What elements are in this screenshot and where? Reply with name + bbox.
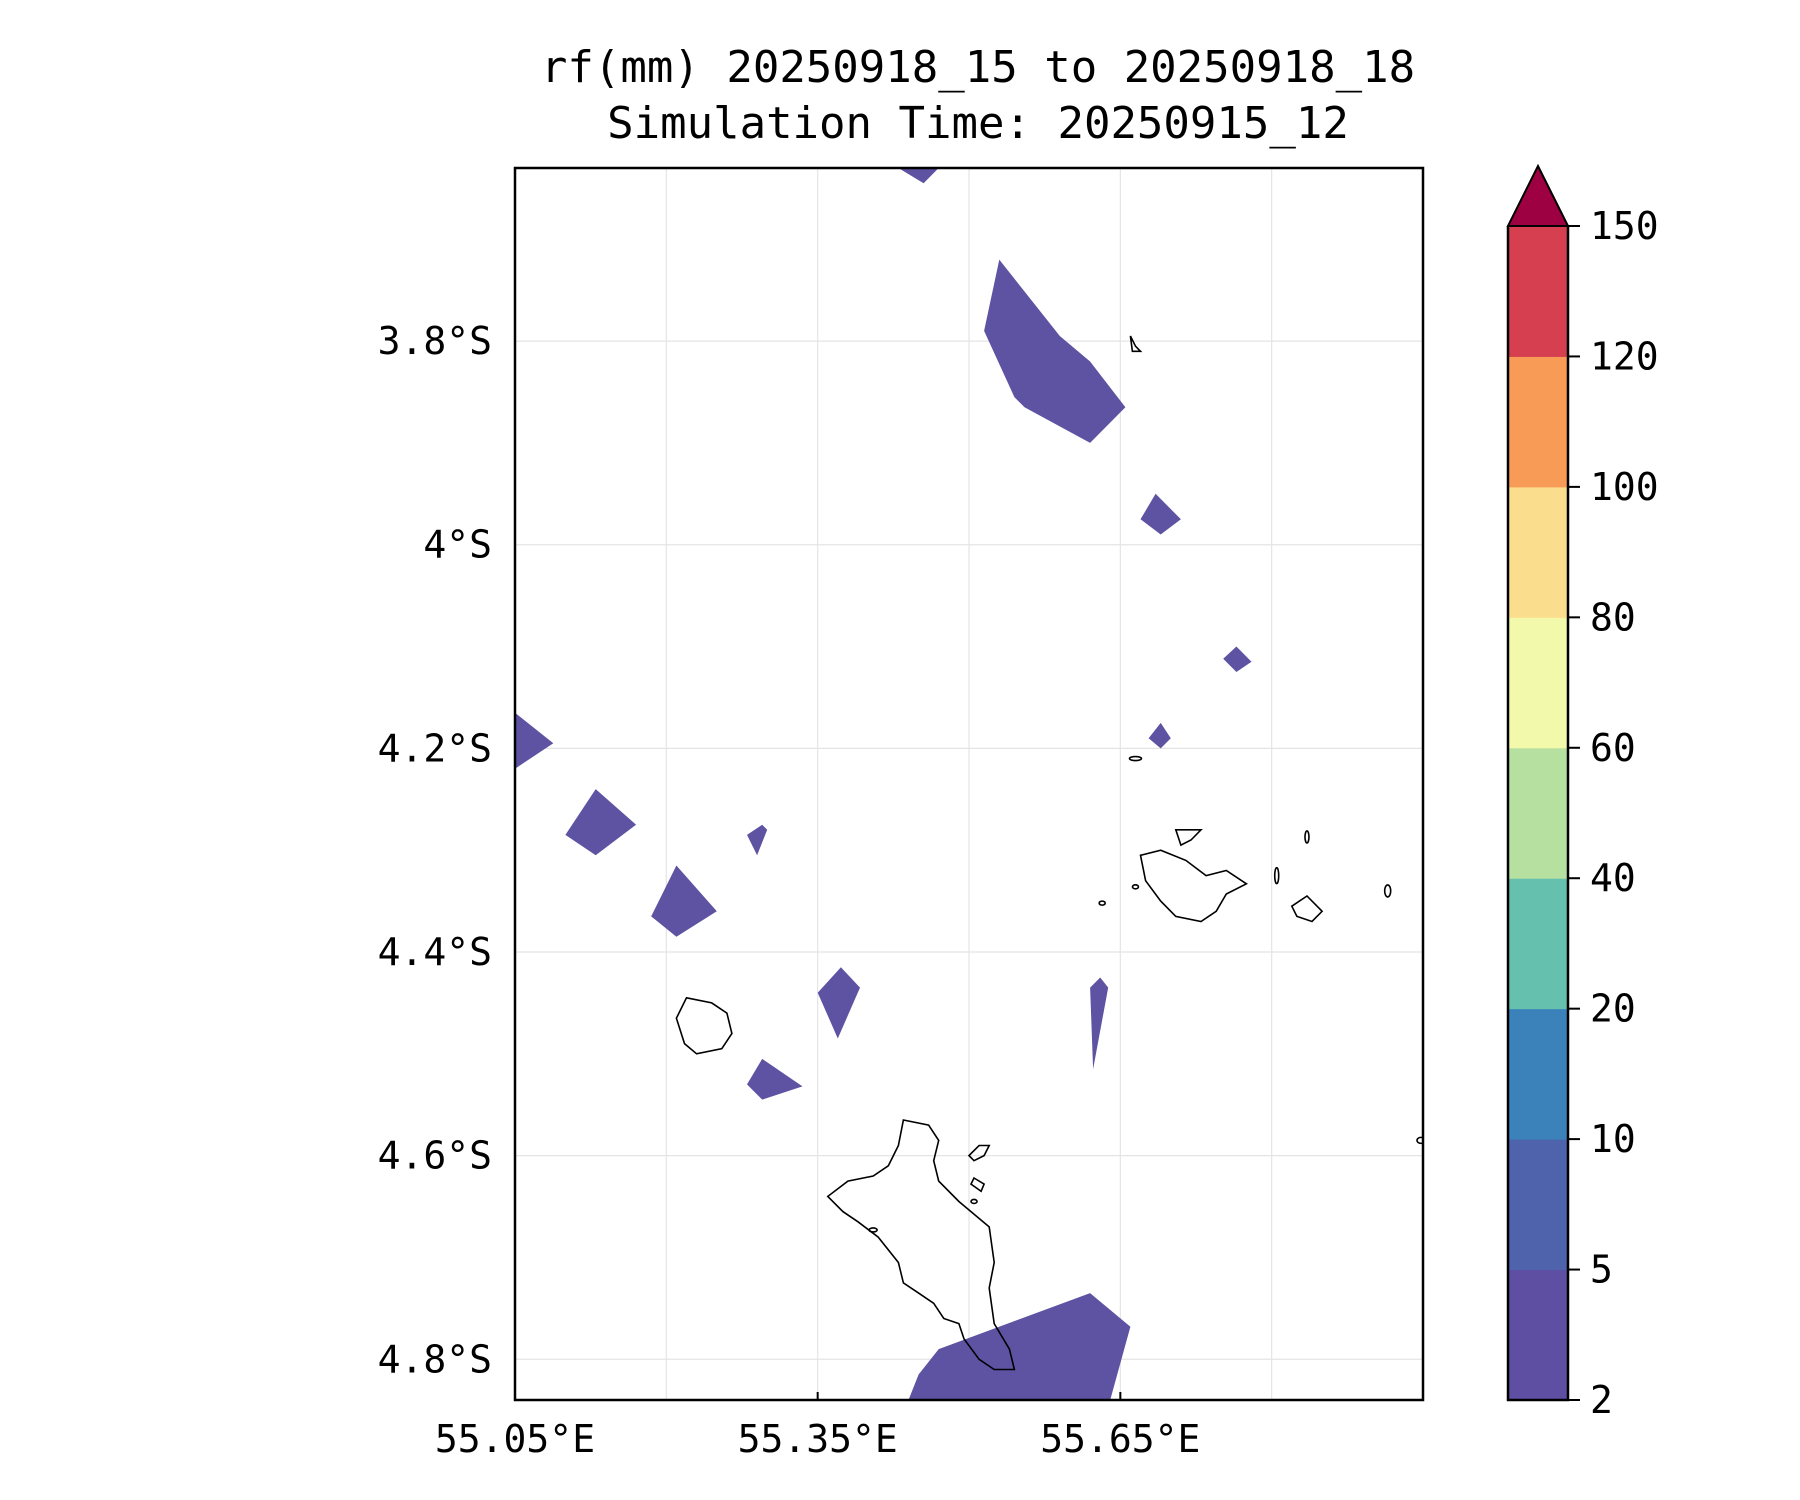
coastline-silhouette	[675, 996, 733, 1055]
rain-area	[908, 1293, 1131, 1400]
rain-area	[1223, 646, 1252, 672]
rain-area	[898, 168, 939, 184]
islet	[1273, 866, 1280, 885]
map-frame	[513, 166, 1425, 1402]
latitude-axis: 3.8°S 4°S 4.2°S 4.4°S 4.6°S 4.8°S	[378, 319, 492, 1381]
colorbar-label: 100	[1590, 465, 1659, 509]
colorbar-label: 5	[1590, 1248, 1613, 1292]
colorbar-segment	[1508, 356, 1568, 488]
map-title: rf(mm) 20250918_15 to 20250918_18	[541, 42, 1415, 93]
islet-cerf	[969, 1176, 986, 1193]
colorbar-label: 120	[1590, 334, 1659, 378]
colorbar-label: 40	[1590, 856, 1636, 900]
islet	[1098, 900, 1106, 906]
islet	[1304, 830, 1310, 844]
y-tick-label: 4.2°S	[378, 726, 492, 770]
coastlines	[675, 335, 1423, 1371]
colorbar-label: 2	[1590, 1378, 1613, 1422]
rain-area	[1140, 493, 1181, 535]
colorbar-label: 150	[1590, 204, 1659, 248]
rain-area	[747, 824, 768, 856]
map-subtitle: Simulation Time: 20250915_12	[607, 98, 1349, 149]
rain-area	[515, 712, 554, 769]
colorbar-extend-arrow	[1506, 163, 1570, 227]
colorbar-segment	[1508, 226, 1568, 357]
y-tick-label: 4°S	[423, 523, 492, 567]
colorbar-frame	[1506, 226, 1570, 1402]
colorbar-segment	[1508, 617, 1568, 749]
rain-area	[747, 1058, 803, 1100]
x-tick-label: 55.05°E	[435, 1417, 595, 1461]
rain-area	[1148, 722, 1171, 749]
rainfall-areas	[515, 168, 1252, 1400]
colorbar: 2 5 10 20 40 60 80 100 120 150	[1506, 163, 1659, 1422]
coastline-curieuse	[1174, 828, 1203, 847]
x-tick-label: 55.35°E	[738, 1417, 898, 1461]
islet	[1128, 755, 1143, 762]
y-tick-label: 4.8°S	[378, 1337, 492, 1381]
islet-ste-anne	[967, 1144, 991, 1162]
longitude-axis: 55.05°E 55.35°E 55.65°E	[435, 1392, 1200, 1461]
islet	[1416, 1136, 1423, 1145]
rain-area	[984, 259, 1126, 443]
colorbar-segment	[1508, 1269, 1568, 1401]
colorbar-label: 20	[1590, 987, 1636, 1031]
islet	[970, 1198, 978, 1205]
islet-north	[1129, 335, 1143, 353]
colorbar-segment	[1508, 1139, 1568, 1271]
colorbar-segment	[1508, 1008, 1568, 1140]
y-tick-label: 3.8°S	[378, 319, 492, 363]
y-tick-label: 4.4°S	[378, 930, 492, 974]
coastline-praslin	[1139, 849, 1248, 923]
rain-area	[817, 967, 860, 1039]
colorbar-segment	[1508, 486, 1568, 618]
rain-area	[651, 865, 717, 937]
colorbar-label: 10	[1590, 1117, 1636, 1161]
x-tick-label: 55.65°E	[1040, 1417, 1200, 1461]
colorbar-segment	[1508, 878, 1568, 1010]
islet	[1383, 884, 1392, 898]
rain-area	[565, 789, 637, 856]
rain-area	[1090, 977, 1109, 1070]
colorbar-label: 80	[1590, 595, 1636, 639]
coastline-la-digue	[1290, 894, 1324, 923]
coastline-mahe	[826, 1119, 1016, 1371]
colorbar-segment	[1508, 747, 1568, 879]
colorbar-label: 60	[1590, 726, 1636, 770]
y-tick-label: 4.6°S	[378, 1134, 492, 1178]
islet	[868, 1227, 878, 1233]
map-gridlines	[515, 168, 1423, 1400]
islet	[1131, 884, 1140, 890]
